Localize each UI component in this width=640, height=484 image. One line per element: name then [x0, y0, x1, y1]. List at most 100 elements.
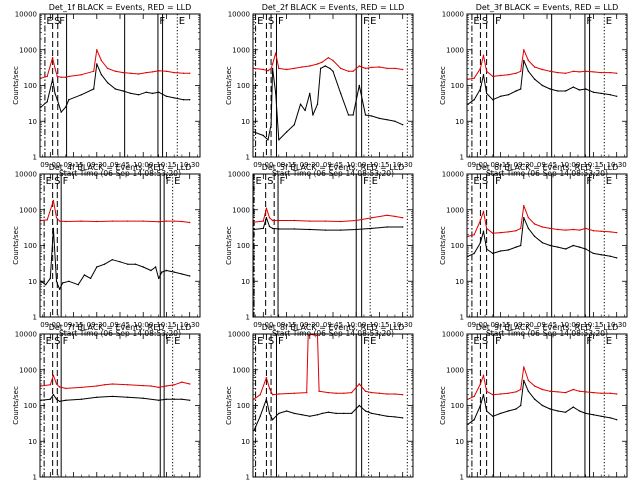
- series-line-lld: [40, 374, 190, 389]
- y-tick-label: 1000: [19, 366, 37, 374]
- x-tick-label: 10:30: [393, 161, 413, 169]
- y-tick-label: 10000: [15, 11, 37, 19]
- data-point-lld: [158, 386, 160, 389]
- x-tick-label: 10:15: [583, 161, 603, 169]
- data-point-lld: [271, 394, 274, 396]
- data-point-lld: [150, 385, 152, 387]
- data-point-events: [585, 412, 587, 415]
- data-point-events: [616, 95, 618, 98]
- y-tick-label: 10000: [15, 331, 37, 339]
- data-point-lld: [189, 383, 191, 385]
- data-point-lld: [103, 384, 106, 386]
- data-point-lld: [585, 227, 587, 230]
- data-point-events: [585, 248, 587, 250]
- data-point-events: [111, 259, 114, 261]
- data-point-lld: [293, 219, 295, 222]
- data-point-lld: [507, 392, 509, 394]
- data-point-lld: [479, 219, 482, 222]
- x-tick-label: 10:00: [346, 321, 366, 329]
- data-point-events: [609, 94, 612, 96]
- data-point-lld: [52, 374, 55, 376]
- data-point-lld: [40, 385, 42, 387]
- data-point-events: [541, 242, 544, 244]
- x-tick-label: 09:00: [467, 161, 487, 169]
- data-point-events: [527, 70, 530, 73]
- data-point-lld: [473, 77, 475, 79]
- data-point-events: [533, 398, 536, 400]
- data-point-events: [182, 99, 185, 101]
- data-point-events: [49, 277, 51, 280]
- detector-panel-6: Det_6f BLACK = Events, RED = LLD 1 10 100 10…: [439, 163, 628, 338]
- data-point-events: [275, 92, 277, 95]
- data-point-events: [127, 263, 129, 265]
- y-tick-label: 100: [237, 242, 250, 250]
- data-point-events: [165, 269, 168, 272]
- data-point-lld: [142, 384, 144, 387]
- y-tick-label: 10: [241, 438, 250, 446]
- x-tick-label: 10:00: [133, 321, 153, 329]
- x-tick-label: 09:15: [276, 321, 296, 329]
- plot-frame: [39, 173, 201, 318]
- data-point-events: [523, 59, 525, 62]
- data-point-events: [371, 227, 373, 230]
- data-point-lld: [301, 66, 303, 68]
- data-point-events: [40, 106, 42, 108]
- plot-frame: [466, 333, 628, 478]
- x-tick-label: 09:45: [323, 161, 343, 169]
- data-point-lld: [585, 70, 587, 73]
- time-marker-label: E: [473, 16, 479, 27]
- data-point-events: [293, 412, 295, 415]
- data-point-lld: [316, 334, 319, 337]
- x-tick-label: 09:00: [467, 321, 487, 329]
- detector-panel-2: Det_2f BLACK = Events, RED = LLD 1 10 100 10…: [225, 3, 414, 178]
- y-tick-label: 1: [246, 154, 250, 162]
- data-point-events: [173, 398, 175, 400]
- data-point-events: [293, 228, 295, 230]
- data-point-events: [482, 394, 485, 396]
- time-marker-label: E: [606, 16, 612, 27]
- data-point-events: [592, 414, 595, 416]
- data-point-lld: [318, 390, 320, 392]
- data-point-events: [515, 246, 517, 248]
- data-point-lld: [600, 230, 602, 232]
- data-point-lld: [293, 67, 295, 70]
- data-point-lld: [56, 75, 58, 78]
- time-marker-label: F: [278, 16, 284, 27]
- data-point-lld: [309, 65, 311, 67]
- data-point-events: [278, 228, 280, 230]
- data-point-events: [304, 109, 306, 112]
- data-point-events: [492, 415, 494, 417]
- data-point-lld: [527, 217, 530, 219]
- y-tick-label: 1: [460, 474, 464, 481]
- y-tick-label: 10: [455, 118, 464, 126]
- y-tick-label: 10000: [228, 171, 250, 179]
- y-axis-title: Counts/sec: [225, 66, 233, 105]
- y-tick-label: 1000: [446, 46, 464, 54]
- data-point-events: [340, 92, 342, 95]
- data-point-lld: [578, 390, 581, 392]
- data-point-events: [319, 67, 322, 70]
- series-line-lld: [253, 207, 403, 223]
- data-point-events: [473, 419, 475, 421]
- x-tick-label: 09:30: [87, 321, 107, 329]
- data-point-lld: [394, 393, 396, 395]
- data-point-events: [485, 410, 488, 412]
- data-point-events: [507, 249, 509, 251]
- data-point-lld: [142, 220, 144, 222]
- data-point-lld: [572, 388, 574, 391]
- time-marker-label: E: [606, 336, 612, 347]
- data-point-events: [343, 412, 345, 415]
- data-point-events: [165, 398, 168, 400]
- panel-title: Det_6f BLACK = Events, RED = LLD: [476, 163, 619, 172]
- data-point-events: [45, 284, 47, 286]
- data-point-events: [578, 246, 581, 248]
- data-point-events: [394, 120, 396, 123]
- data-point-lld: [51, 57, 54, 59]
- time-marker-label: S: [268, 336, 274, 347]
- data-point-lld: [165, 220, 168, 222]
- data-point-lld: [499, 231, 502, 234]
- data-point-events: [492, 99, 494, 101]
- x-tick-label: 09:30: [514, 321, 534, 329]
- series-line-events: [40, 63, 190, 113]
- y-tick-label: 100: [24, 82, 37, 90]
